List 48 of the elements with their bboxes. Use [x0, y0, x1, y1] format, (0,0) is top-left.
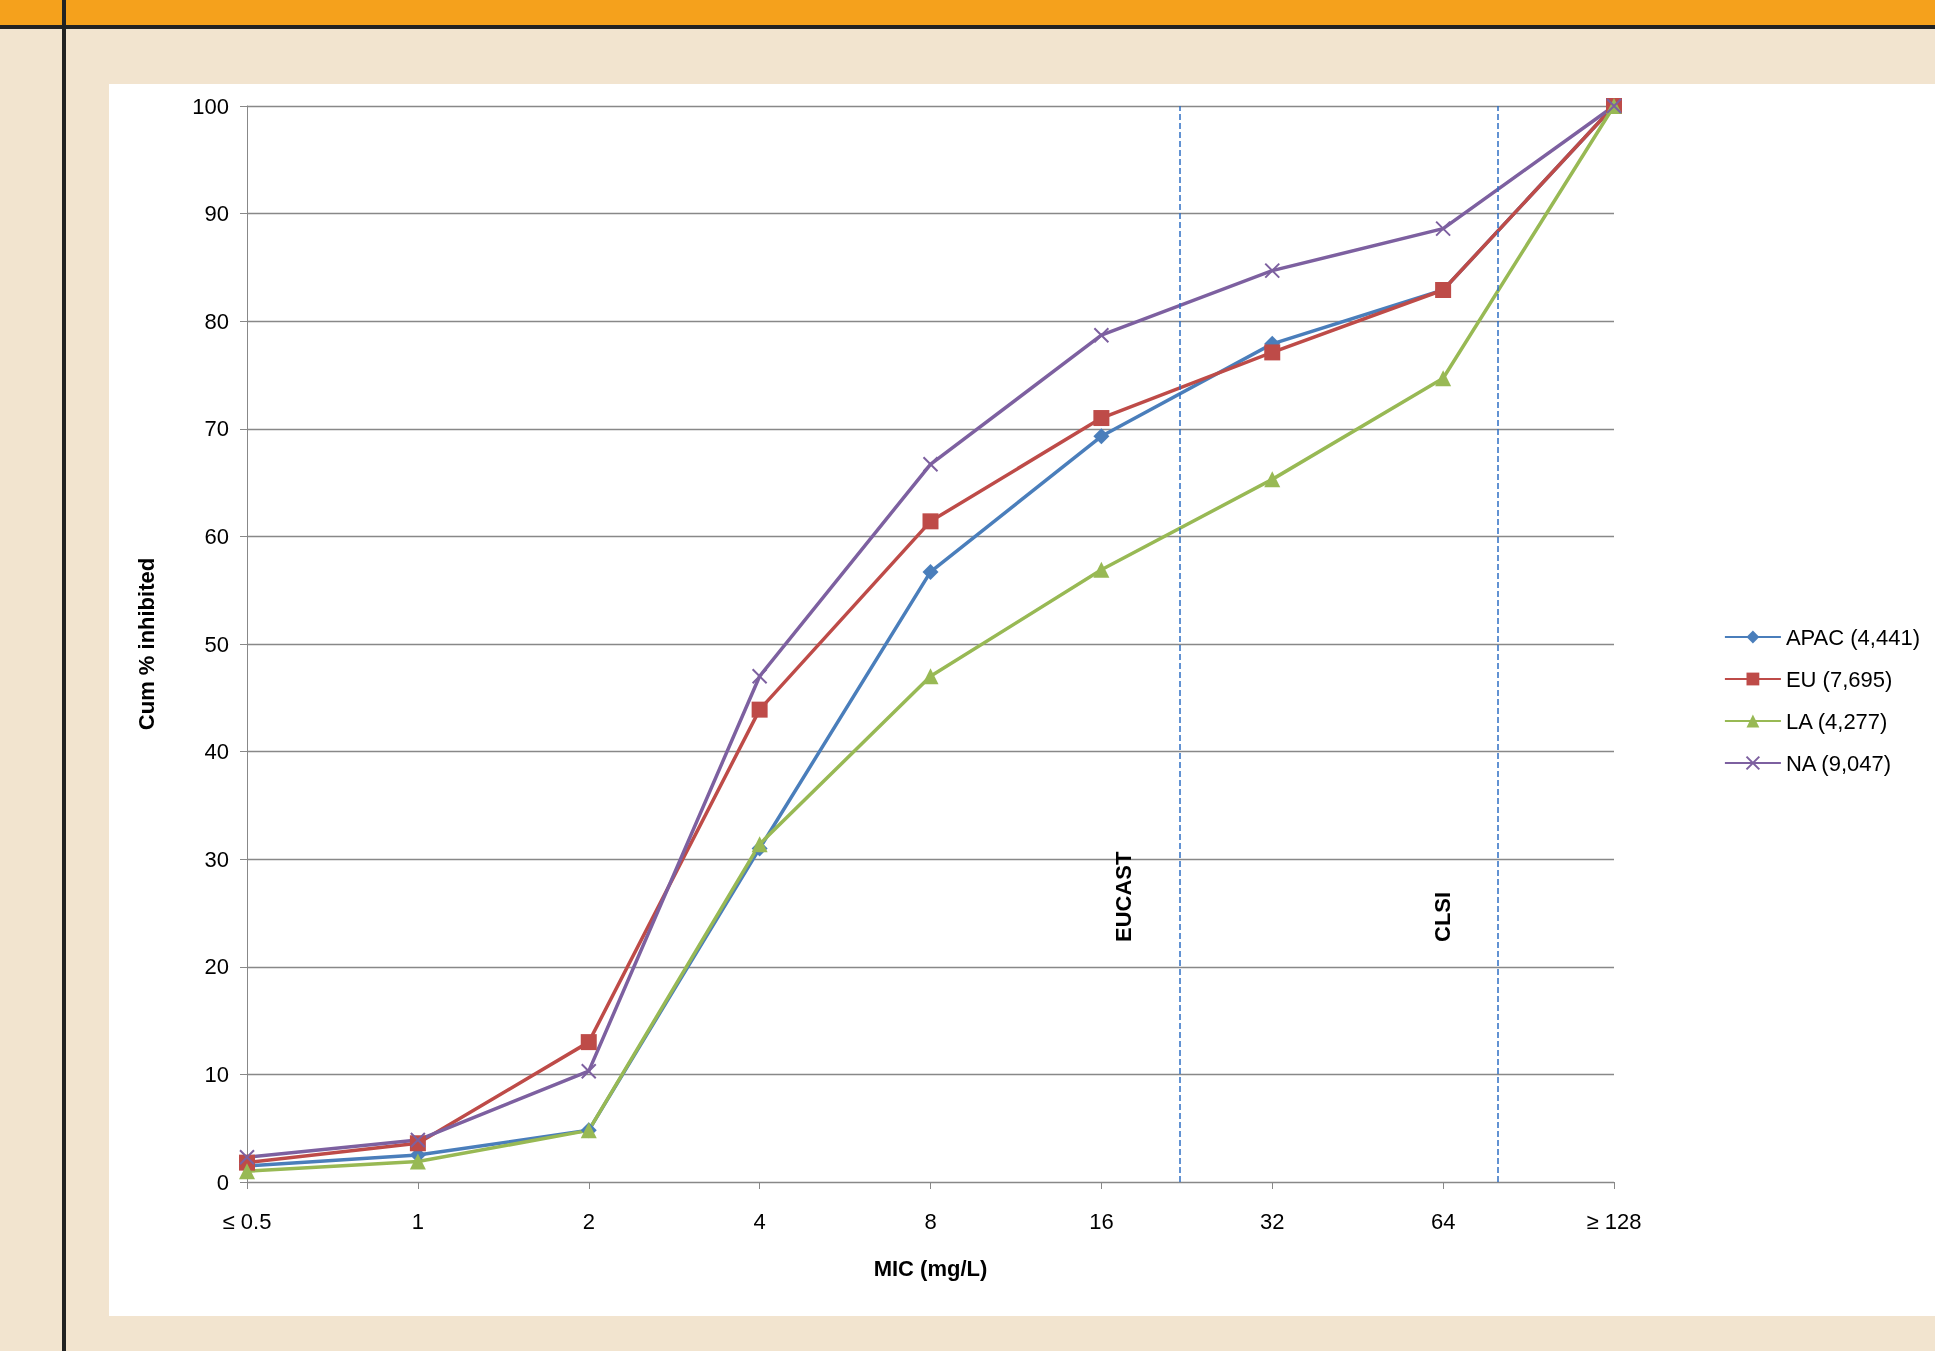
- point: [751, 836, 768, 853]
- point: [1264, 262, 1281, 279]
- point: [1093, 561, 1110, 578]
- y-tick-label: 40: [204, 739, 229, 765]
- x-tick-label: 16: [1089, 1208, 1114, 1234]
- y-axis-title: Cum % inhibited: [133, 557, 159, 731]
- legend-label: EU (7,695): [1785, 666, 1893, 692]
- point: [751, 701, 768, 718]
- x-tick-label: ≤ 0.5: [222, 1208, 272, 1234]
- y-tick-label: 10: [204, 1061, 229, 1087]
- legend-label: NA (9,047): [1785, 750, 1892, 776]
- point: [239, 1163, 255, 1180]
- x-tick-label: 32: [1260, 1208, 1285, 1234]
- legend-label: APAC (4,441): [1785, 624, 1921, 650]
- x-tick-label: 1: [411, 1208, 424, 1234]
- y-tick-label: 70: [204, 416, 229, 442]
- y-tick-label: 80: [204, 308, 229, 334]
- point: [1435, 220, 1452, 237]
- x-tick-label: 4: [753, 1208, 766, 1234]
- point: [1264, 471, 1281, 488]
- point: [1435, 370, 1452, 387]
- y-tick-label: 50: [204, 631, 229, 657]
- point: [1093, 410, 1110, 427]
- y-tick-label: 20: [204, 954, 229, 980]
- y-tick-label: 100: [192, 93, 229, 119]
- point: [922, 563, 939, 580]
- ref-line-label: CLSI: [1429, 891, 1455, 942]
- x-tick-label: ≥ 128: [1586, 1208, 1642, 1234]
- ref-line-label: EUCAST: [1111, 850, 1137, 942]
- point: [239, 1149, 255, 1166]
- point: [922, 513, 939, 530]
- point: [751, 668, 768, 685]
- point: [580, 1063, 597, 1080]
- point: [580, 1034, 597, 1051]
- y-tick-label: 60: [204, 523, 229, 549]
- point: [409, 1153, 426, 1170]
- y-tick-label: 90: [204, 201, 229, 227]
- point: [1093, 428, 1110, 445]
- x-tick-label: 8: [924, 1208, 937, 1234]
- x-axis-title: MIC (mg/L): [873, 1255, 988, 1281]
- legend-label: LA (4,277): [1785, 708, 1888, 734]
- y-tick-label: 0: [216, 1169, 229, 1195]
- point: [1093, 327, 1110, 344]
- point: [922, 668, 939, 685]
- y-tick-label: 30: [204, 846, 229, 872]
- x-tick-label: 2: [582, 1208, 595, 1234]
- point: [1264, 344, 1281, 361]
- x-tick-label: 64: [1430, 1208, 1456, 1234]
